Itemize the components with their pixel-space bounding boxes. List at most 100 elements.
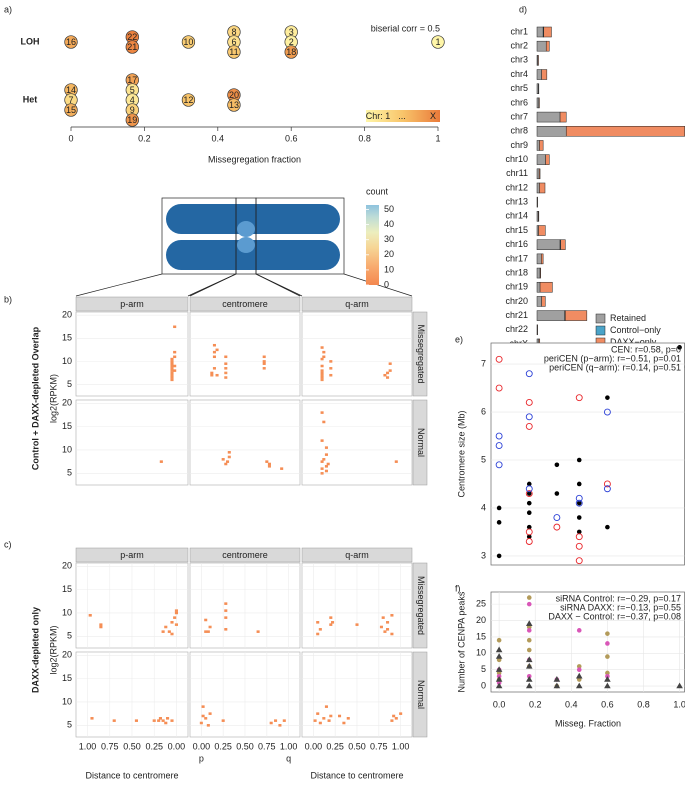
bar-segment [542,296,546,306]
point [605,395,610,400]
tile [322,356,325,359]
tile [325,453,328,456]
point [555,491,560,496]
tile [268,465,271,468]
y-tick-label: chr20 [505,296,528,306]
tile [213,351,216,354]
tile [162,719,165,722]
x-tick-label: 1.00 [79,741,97,751]
tile [157,719,160,722]
x-tick-label: 0.75 [258,741,276,751]
bar-segment [538,211,539,221]
tile [325,446,328,449]
tile [162,630,165,633]
tile [170,358,173,361]
tile [319,628,322,631]
bar-segment [541,254,543,264]
tile [213,356,216,359]
point [605,654,610,659]
legend-label: Control−only [610,325,661,335]
tile [278,724,281,727]
tile [321,376,324,379]
bar-segment [540,268,541,278]
tile [99,626,102,629]
tile [213,367,216,370]
tile [166,717,169,720]
x-tick-label: 0.0 [493,699,506,709]
tile [89,614,92,617]
y-tick-label: chr18 [505,267,528,277]
tile [222,719,225,722]
colorbar-tick-label: 30 [384,234,394,244]
tile [224,463,227,466]
y-tick-label: chr5 [510,83,528,93]
tile [386,621,389,624]
tile [380,626,383,629]
y-tick-label: 5 [67,379,72,389]
bar-segment [537,140,539,150]
y-tick-label: 20 [62,398,72,408]
y-tick-label: 0 [481,680,486,690]
x-tick-label: 0.6 [285,133,298,143]
x-tick-label: 0.50 [123,741,141,751]
facet-label: q-arm [345,299,369,309]
y-tick-label: chr1 [510,26,528,36]
tile [202,705,205,708]
tile [263,360,266,363]
bar-segment [539,98,540,108]
tile [321,472,324,475]
tile [389,362,392,365]
bar-segment [544,27,552,37]
point-label: 19 [127,115,137,125]
bar-segment [537,268,540,278]
bar-segment [546,41,549,51]
y-tick-label: 3 [481,550,486,560]
tile [321,379,324,382]
tile [204,717,207,720]
tile [280,467,283,470]
bar-segment [537,169,539,179]
tile [263,367,266,370]
bar-segment [539,226,546,236]
tile [355,623,358,626]
y-tick-label: chr16 [505,239,528,249]
y-axis-title: Centromere size (Mb) [456,410,466,497]
tile [325,470,328,473]
tile [329,715,332,718]
x-tick-label: 0 [68,133,73,143]
tile [209,626,212,629]
x-tick-label: 0.25 [326,741,344,751]
tile [257,630,260,633]
y-tick-label: 5 [481,664,486,674]
tile [164,722,167,725]
point [527,501,532,506]
tile [390,614,393,617]
series-annotation: DAXX − Control: r=−0.37, p=0.08 [548,611,681,621]
bar-segment [566,126,684,136]
x-tick-label: 0.50 [348,741,366,751]
point-label: 1 [435,37,440,47]
x-axis-title: Distance to centromere [310,770,403,780]
tile [224,372,227,375]
point [555,462,560,467]
y-tick-label: chr17 [505,253,528,263]
y-tick-label: 20 [62,650,72,660]
bar-segment [537,282,540,292]
tile [175,623,178,626]
tile [173,356,176,359]
point-label: 12 [183,95,193,105]
x-tick-label: 0.50 [236,741,254,751]
panel-label: d) [519,4,527,14]
tile [228,451,231,454]
colorbar-tick-label: 10 [384,264,394,274]
tile [328,719,331,722]
point-label: 10 [183,37,193,47]
bar-segment [539,169,540,179]
point-label: 16 [66,37,76,47]
legend-key [596,326,605,335]
tile [321,358,324,361]
tile [321,439,324,442]
point-label: 21 [127,42,137,52]
tile [224,616,227,619]
